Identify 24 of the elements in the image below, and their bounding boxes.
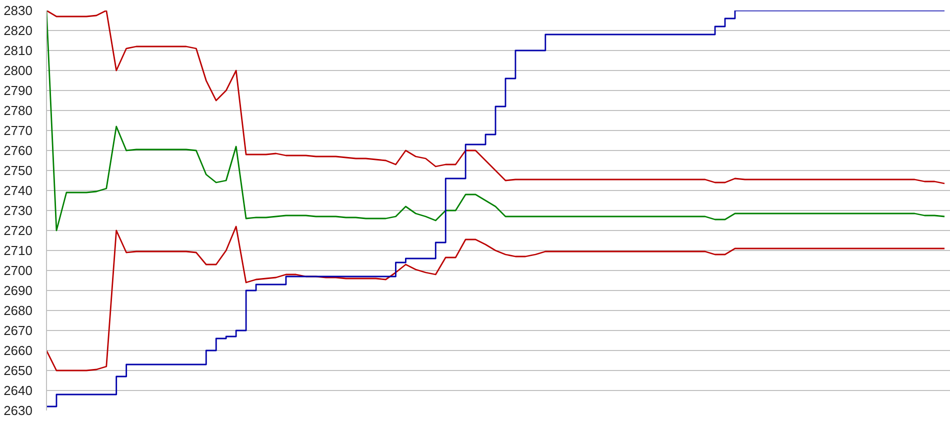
y-tick-label: 2810 bbox=[4, 43, 32, 58]
y-tick-label: 2700 bbox=[4, 263, 32, 278]
y-tick-label: 2690 bbox=[4, 283, 32, 298]
y-tick-label: 2830 bbox=[4, 3, 32, 18]
y-tick-label: 2780 bbox=[4, 103, 32, 118]
y-tick-label: 2660 bbox=[4, 343, 32, 358]
y-tick-label: 2740 bbox=[4, 183, 32, 198]
line-series bbox=[46, 226, 946, 372]
y-tick-label: 2650 bbox=[4, 363, 32, 378]
y-tick-label: 2800 bbox=[4, 63, 32, 78]
y-tick-label: 2640 bbox=[4, 383, 32, 398]
y-tick-label: 2670 bbox=[4, 323, 32, 338]
y-tick-label: 2770 bbox=[4, 123, 32, 138]
y-tick-label: 2720 bbox=[4, 223, 32, 238]
y-tick-label: 2710 bbox=[4, 243, 32, 258]
y-tick-label: 2730 bbox=[4, 203, 32, 218]
line-series bbox=[46, 10, 946, 184]
y-tick-label: 2820 bbox=[4, 23, 32, 38]
y-tick-label: 2680 bbox=[4, 303, 32, 318]
line-series bbox=[46, 10, 946, 232]
y-tick-label: 2790 bbox=[4, 83, 32, 98]
y-tick-label: 2750 bbox=[4, 163, 32, 178]
y-tick-label: 2630 bbox=[4, 403, 32, 418]
y-tick-label: 2760 bbox=[4, 143, 32, 158]
